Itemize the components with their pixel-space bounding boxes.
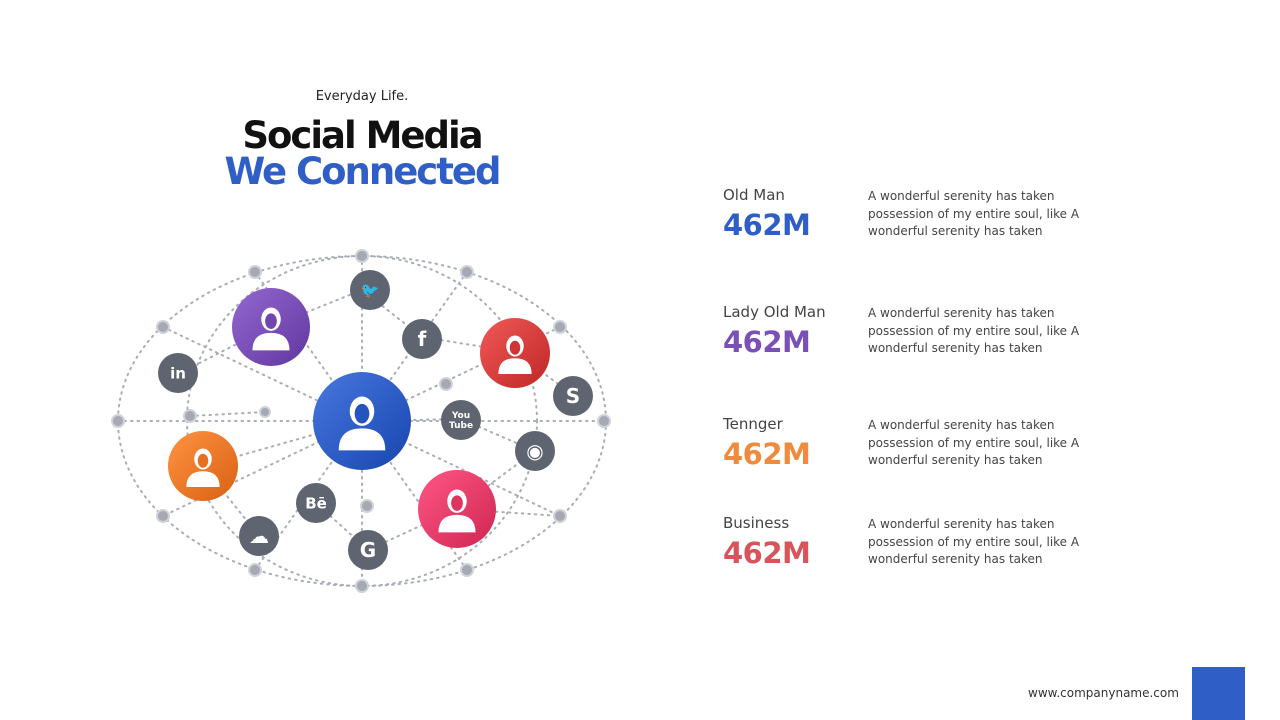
title-line-1: Social Media <box>242 114 483 157</box>
accent-square <box>1192 667 1245 720</box>
svg-text:◉: ◉ <box>526 439 543 463</box>
svg-text:Tube: Tube <box>449 421 473 431</box>
person-node-man <box>480 318 550 388</box>
svg-text:Bē: Bē <box>305 494 327 512</box>
title-line-2: We Connected <box>224 150 501 193</box>
stat-block-lady-old-man: Lady Old Man 462M A wonderful serenity h… <box>723 303 1123 373</box>
person-node-teen <box>168 431 238 501</box>
stat-label: Tennger <box>723 415 783 433</box>
bald-man-icon <box>338 396 386 451</box>
stat-value: 462M <box>723 325 811 359</box>
stat-value: 462M <box>723 536 811 570</box>
stat-block-tennger: Tennger 462M A wonderful serenity has ta… <box>723 415 1123 485</box>
svg-text:You: You <box>451 411 470 421</box>
stat-label: Lady Old Man <box>723 303 826 321</box>
linkedin-icon: in <box>158 353 198 393</box>
stat-description: A wonderful serenity has taken possessio… <box>868 306 1080 355</box>
svg-text:in: in <box>170 364 186 382</box>
girl-icon <box>186 448 220 487</box>
google-icon: G <box>348 530 388 570</box>
woman-icon <box>252 307 290 351</box>
stat-label: Business <box>723 514 790 532</box>
instagram-icon: ◉ <box>515 431 555 471</box>
woman-icon <box>438 489 476 533</box>
svg-text:S: S <box>566 384 580 408</box>
soundcloud-icon: ☁ <box>239 516 279 556</box>
svg-text:☁: ☁ <box>249 524 269 548</box>
skype-icon: S <box>553 376 593 416</box>
facebook-icon: f <box>402 319 442 359</box>
website-url: www.companyname.com <box>1028 686 1179 700</box>
person-node-lady <box>232 288 310 366</box>
stat-block-business: Business 462M A wonderful serenity has t… <box>723 514 1123 584</box>
stat-value: 462M <box>723 208 811 242</box>
svg-text:🐦: 🐦 <box>361 281 380 299</box>
stat-description: A wonderful serenity has taken possessio… <box>868 189 1080 238</box>
man-icon <box>498 335 532 374</box>
svg-text:G: G <box>360 538 376 562</box>
twitter-icon: 🐦 <box>350 270 390 310</box>
stat-block-old-man: Old Man 462M A wonderful serenity has ta… <box>723 186 1123 256</box>
person-node-business <box>418 470 496 548</box>
stat-label: Old Man <box>723 186 785 204</box>
stat-description: A wonderful serenity has taken possessio… <box>868 517 1080 566</box>
behance-icon: Bē <box>296 483 336 523</box>
eyebrow-text: Everyday Life. <box>315 89 409 104</box>
svg-text:f: f <box>418 327 427 351</box>
person-node-old-man <box>313 372 411 470</box>
stat-value: 462M <box>723 437 811 471</box>
stat-description: A wonderful serenity has taken possessio… <box>868 418 1080 467</box>
